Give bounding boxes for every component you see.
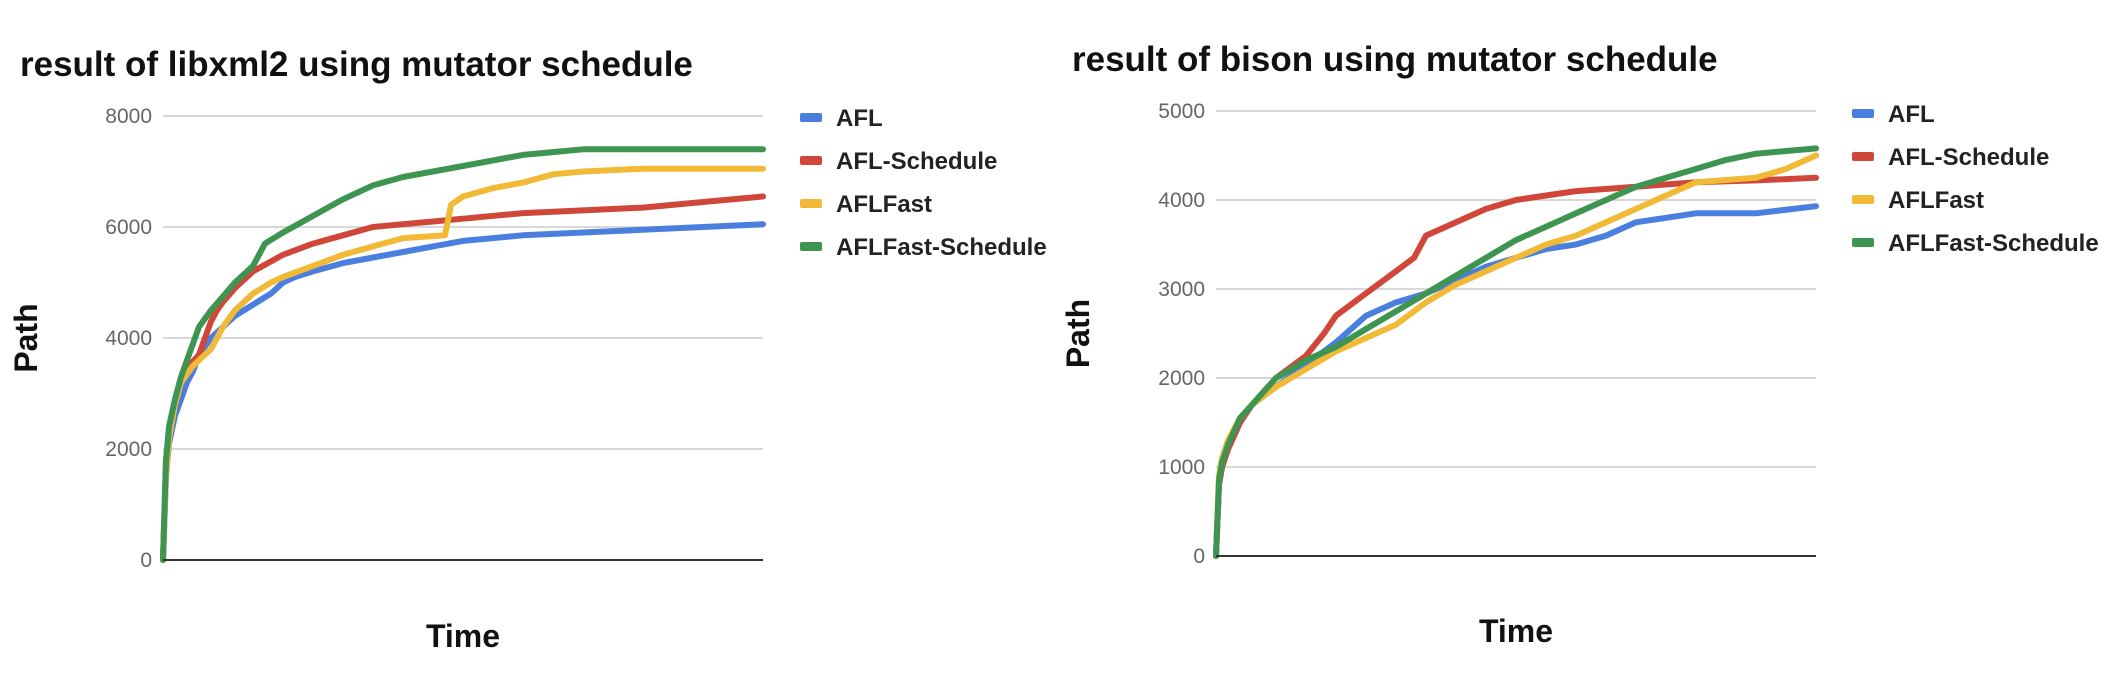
chart-title: result of bison using mutator schedule (1072, 40, 1718, 79)
y-axis-title: Path (1062, 299, 1096, 368)
legend-label: AFLFast-Schedule (836, 234, 1047, 261)
legend-swatch (800, 113, 822, 122)
y-tick-label: 6000 (105, 216, 152, 239)
legend: AFL AFL-Schedule AFLFast AFLFast-Schedule (800, 105, 1047, 261)
chart-bison-svg: result of bison using mutator schedule 0… (1062, 40, 2099, 649)
series-lines (160, 146, 766, 563)
y-tick-label: 2000 (105, 438, 152, 461)
legend-label: AFLFast (836, 191, 932, 218)
legend-label: AFL-Schedule (1888, 144, 2049, 171)
y-tick-label: 0 (140, 549, 152, 572)
legend-swatch (800, 199, 822, 208)
legend-label: AFL-Schedule (836, 148, 997, 175)
legend-label: AFLFast-Schedule (1888, 230, 2099, 257)
chart-libxml2-svg: result of libxml2 using mutator schedule… (8, 45, 1047, 654)
y-tick-label: 4000 (105, 327, 152, 350)
legend-swatch (800, 242, 822, 251)
y-tick-labels: 0 2000 4000 6000 8000 (105, 105, 152, 572)
x-axis-title: Time (1479, 613, 1553, 649)
y-tick-label: 3000 (1158, 278, 1205, 301)
legend-swatch (1852, 238, 1874, 247)
y-tick-label: 0 (1193, 545, 1205, 568)
y-tick-label: 8000 (105, 105, 152, 128)
x-axis-title: Time (426, 618, 500, 654)
chart-libxml2: result of libxml2 using mutator schedule… (8, 45, 1047, 654)
legend-label: AFL (836, 105, 883, 132)
y-tick-label: 5000 (1158, 100, 1205, 123)
legend-swatch (1852, 152, 1874, 161)
legend-label: AFLFast (1888, 187, 1984, 214)
y-tick-labels: 0 1000 2000 3000 4000 5000 (1158, 100, 1205, 568)
series-line-afl (160, 221, 766, 563)
y-tick-label: 2000 (1158, 367, 1205, 390)
y-tick-label: 1000 (1158, 456, 1205, 479)
y-axis-title: Path (8, 303, 44, 372)
series-lines (1213, 145, 1819, 559)
series-line-aflfast-schedule (1213, 145, 1819, 559)
chart-title: result of libxml2 using mutator schedule (20, 45, 693, 84)
series-line-afl-schedule (160, 193, 766, 563)
series-line-aflfast-schedule (160, 146, 766, 563)
legend-swatch (1852, 109, 1874, 118)
gridlines (163, 115, 763, 450)
legend-label: AFL (1888, 101, 1935, 128)
legend-swatch (800, 156, 822, 165)
legend: AFL AFL-Schedule AFLFast AFLFast-Schedule (1852, 101, 2099, 257)
legend-swatch (1852, 195, 1874, 204)
gridlines (1216, 110, 1816, 468)
y-tick-label: 4000 (1158, 189, 1205, 212)
chart-bison: result of bison using mutator schedule 0… (1062, 0, 2124, 682)
